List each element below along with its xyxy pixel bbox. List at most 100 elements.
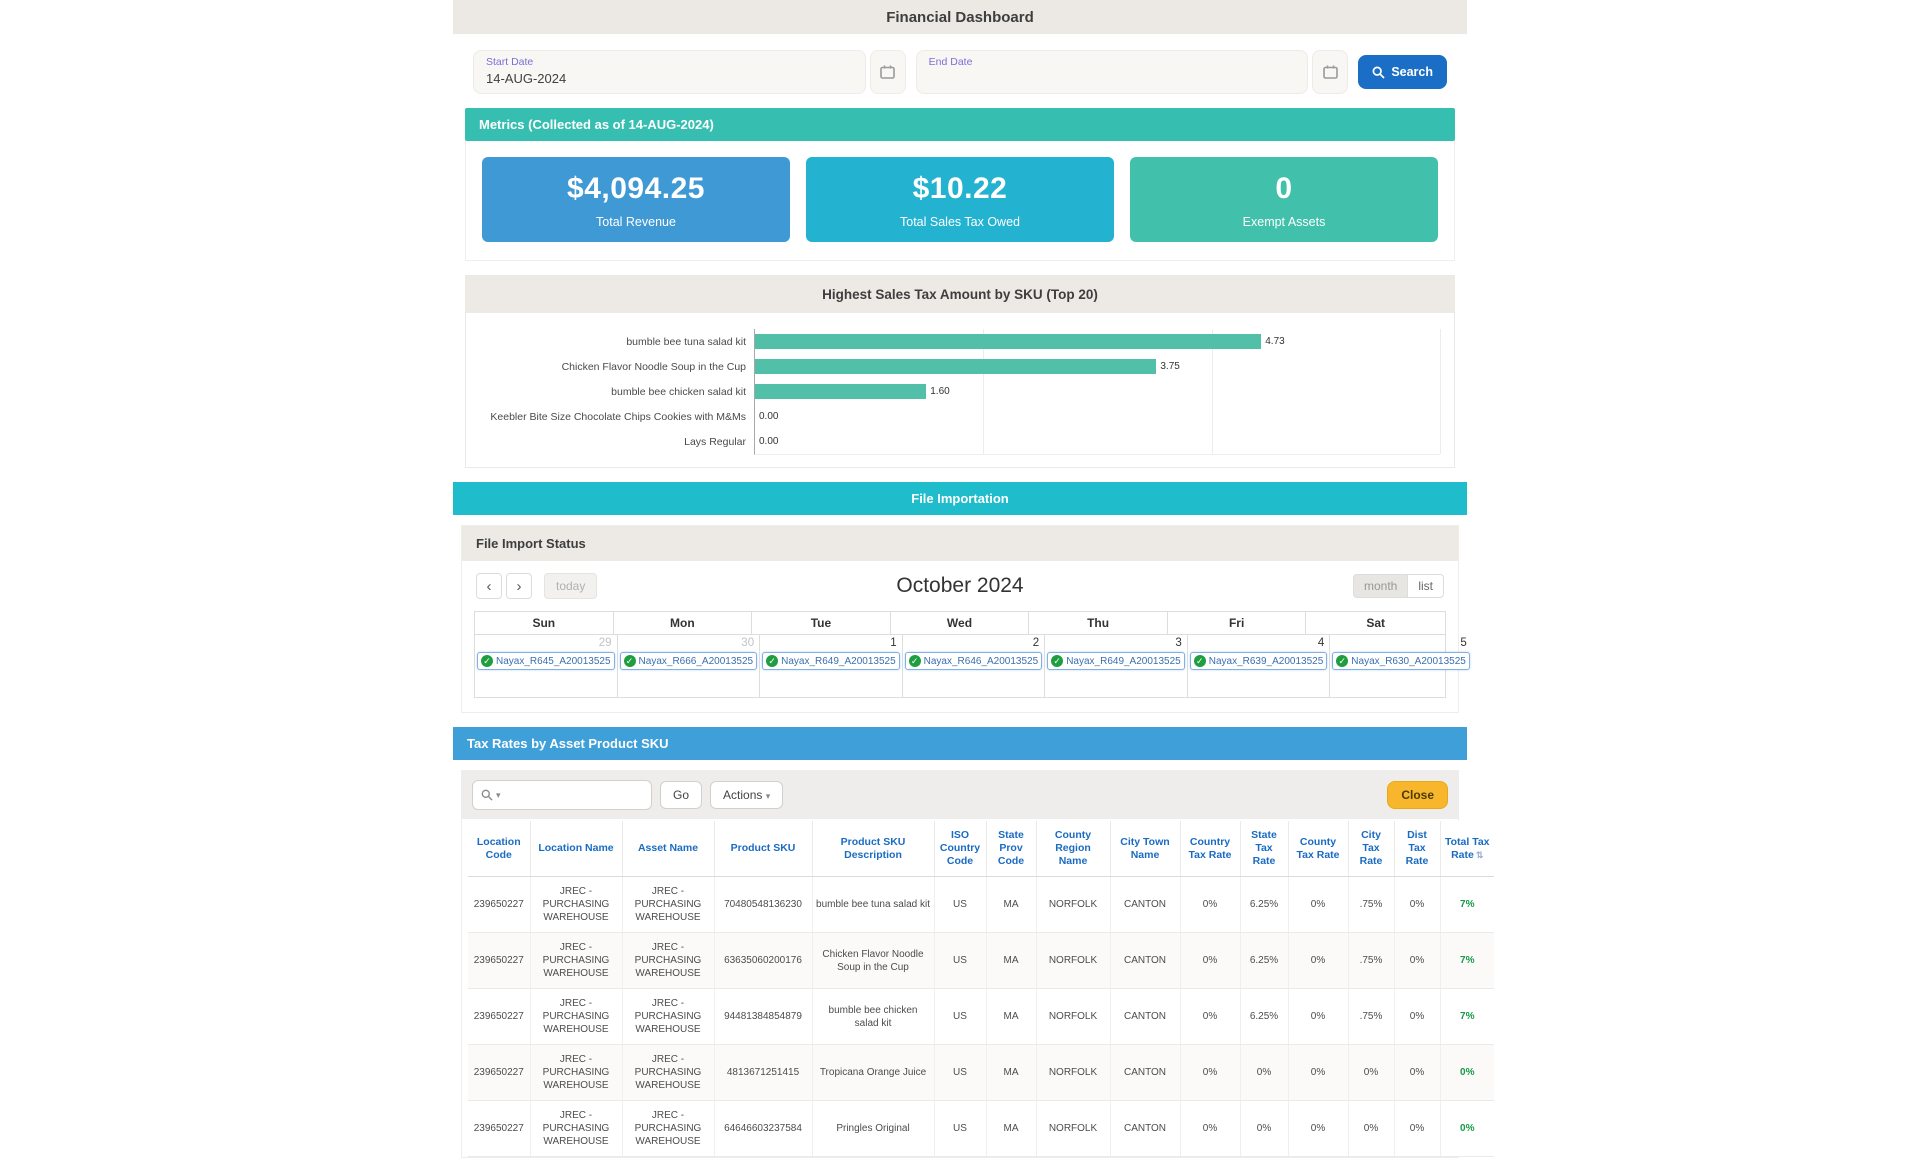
start-date-field[interactable]: Start Date 14-AUG-2024 [473, 50, 866, 94]
calendar-event[interactable]: ✓ Nayax_R646_A20013525 [904, 652, 1043, 670]
column-header[interactable]: State Tax Rate [1240, 821, 1289, 878]
chart-bar[interactable] [755, 359, 1157, 374]
calendar-event[interactable]: ✓ Nayax_R649_A20013525 [762, 652, 900, 670]
table-header-row: Location Code Location Name Asset Name Prod… [468, 821, 1494, 878]
calendar-list-view-button[interactable]: list [1408, 574, 1444, 598]
actions-button[interactable]: Actions ▾ [710, 781, 784, 809]
calendar-today-button[interactable]: today [544, 573, 598, 599]
calendar-prev-button[interactable]: ‹ [476, 573, 502, 599]
table-row[interactable]: 239650227 JREC - PURCHASING WAREHOUSE JREC… [468, 876, 1494, 934]
calendar-event[interactable]: ✓ Nayax_R639_A20013525 [1189, 652, 1328, 670]
column-header[interactable]: Product SKU [714, 821, 813, 878]
chart-bar[interactable] [755, 334, 1262, 349]
column-header[interactable]: Location Code [468, 821, 531, 878]
calendar-day-cell[interactable]: 4 ✓ Nayax_R639_A20013525 [1188, 635, 1331, 697]
table-cell: 0% [1288, 876, 1349, 934]
column-header[interactable]: Asset Name [622, 821, 715, 878]
chart-bar-value: 4.73 [1265, 336, 1285, 347]
column-header[interactable]: City Tax Rate [1348, 821, 1395, 878]
table-cell: JREC - PURCHASING WAREHOUSE [530, 1044, 623, 1102]
calendar-event[interactable]: ✓ Nayax_R645_A20013525 [477, 652, 615, 670]
end-date-calendar-button[interactable] [1312, 50, 1349, 94]
table-cell: 239650227 [468, 988, 531, 1046]
chart-category-label: Chicken Flavor Noodle Soup in the Cup [561, 360, 746, 373]
calendar-day-cell[interactable]: 29 ✓ Nayax_R645_A20013525 [475, 635, 618, 697]
start-date-calendar-button[interactable] [869, 50, 906, 94]
calendar-icon [1323, 65, 1338, 79]
table-cell: .75% [1348, 988, 1395, 1046]
metric-value: $4,094.25 [567, 172, 705, 205]
search-button[interactable]: Search [1358, 55, 1448, 89]
calendar-day-cell[interactable]: 3 ✓ Nayax_R649_A20013525 [1045, 635, 1188, 697]
chart-category-label: Lays Regular [684, 435, 746, 448]
chart-bar[interactable] [755, 384, 927, 399]
metric-card: $10.22 Total Sales Tax Owed [806, 157, 1114, 242]
column-header[interactable]: Location Name [530, 821, 623, 878]
column-header[interactable]: ISO Country Code [934, 821, 987, 878]
calendar-month-view-button[interactable]: month [1352, 574, 1409, 598]
check-icon: ✓ [481, 655, 493, 667]
column-header[interactable]: County Tax Rate [1288, 821, 1349, 878]
table-search-box[interactable]: ▾ [472, 780, 652, 810]
tax-rates-table: Location Code Location Name Asset Name Prod… [468, 821, 1494, 1158]
tax-table-panel: ▾ Go Actions ▾ Close Location Code Locati… [461, 770, 1494, 1158]
calendar-day-cell[interactable]: 30 ✓ Nayax_R666_A20013525 [618, 635, 761, 697]
metric-card: $4,094.25 Total Revenue [482, 157, 790, 242]
column-header[interactable]: Dist Tax Rate [1394, 821, 1441, 878]
table-cell: 0% [1288, 1044, 1349, 1102]
column-header[interactable]: Product SKU Description [812, 821, 935, 878]
chart-bar-value: 3.75 [1160, 361, 1180, 372]
column-header[interactable]: Total Tax Rate ⇅ [1440, 821, 1494, 878]
weekday-label: Fri [1168, 612, 1307, 634]
chart-gridline [983, 329, 985, 454]
table-search-input[interactable] [503, 787, 643, 803]
weekday-label: Sun [475, 612, 614, 634]
event-label: Nayax_R649_A20013525 [1066, 655, 1181, 667]
end-date-field[interactable]: End Date [915, 50, 1309, 94]
table-cell: US [934, 1044, 987, 1102]
table-row[interactable]: 239650227 JREC - PURCHASING WAREHOUSE JREC… [468, 1044, 1494, 1102]
column-header[interactable]: City Town Name [1110, 821, 1181, 878]
day-number: 29 [598, 637, 612, 649]
table-cell: 64646603237584 [714, 1100, 813, 1158]
page-title: Financial Dashboard [886, 8, 1034, 26]
day-number: 1 [890, 637, 897, 649]
chart-bar-row: 0.00 [755, 404, 1440, 429]
metric-label: Total Revenue [596, 215, 676, 229]
calendar-event[interactable]: ✓ Nayax_R666_A20013525 [619, 652, 758, 670]
table-cell: 0% [1348, 1044, 1395, 1102]
column-header[interactable]: County Region Name [1036, 821, 1111, 878]
column-header[interactable]: Country Tax Rate [1180, 821, 1241, 878]
chevron-down-icon[interactable]: ▾ [496, 789, 501, 800]
calendar-day-cell[interactable]: 2 ✓ Nayax_R646_A20013525 [903, 635, 1046, 697]
table-row[interactable]: 239650227 JREC - PURCHASING WAREHOUSE JREC… [468, 932, 1494, 990]
table-cell: US [934, 988, 987, 1046]
search-icon [481, 789, 493, 801]
table-row[interactable]: 239650227 JREC - PURCHASING WAREHOUSE JREC… [468, 988, 1494, 1046]
go-button[interactable]: Go [660, 781, 703, 809]
table-row[interactable]: 239650227 JREC - PURCHASING WAREHOUSE JREC… [468, 1100, 1494, 1158]
close-button[interactable]: Close [1387, 781, 1448, 809]
calendar-event[interactable]: ✓ Nayax_R630_A20013525 [1332, 652, 1470, 670]
chart-bar-value: 0.00 [759, 436, 779, 447]
table-cell: US [934, 932, 987, 990]
table-toolbar: ▾ Go Actions ▾ Close [462, 771, 1458, 819]
filter-row: Start Date 14-AUG-2024 End Date [453, 34, 1467, 106]
table-cell: JREC - PURCHASING WAREHOUSE [622, 932, 715, 990]
day-number: 4 [1317, 637, 1325, 649]
end-date-value[interactable] [929, 71, 1296, 87]
table-cell: US [934, 876, 987, 934]
start-date-value[interactable]: 14-AUG-2024 [486, 71, 567, 86]
sort-icon: ⇅ [1475, 849, 1484, 860]
calendar-day-cell[interactable]: 5 ✓ Nayax_R630_A20013525 [1330, 635, 1472, 697]
calendar-day-cell[interactable]: 1 ✓ Nayax_R649_A20013525 [760, 635, 903, 697]
table-cell: JREC - PURCHASING WAREHOUSE [622, 876, 715, 934]
calendar-event[interactable]: ✓ Nayax_R649_A20013525 [1047, 652, 1185, 670]
table-cell: CANTON [1110, 988, 1181, 1046]
table-cell: 7% [1440, 876, 1494, 934]
calendar-next-button[interactable]: › [506, 573, 532, 599]
chart-title: Highest Sales Tax Amount by SKU (Top 20) [466, 276, 1454, 313]
table-cell: JREC - PURCHASING WAREHOUSE [530, 1100, 623, 1158]
column-header[interactable]: State Prov Code [986, 821, 1037, 878]
table-cell: 70480548136230 [714, 876, 813, 934]
